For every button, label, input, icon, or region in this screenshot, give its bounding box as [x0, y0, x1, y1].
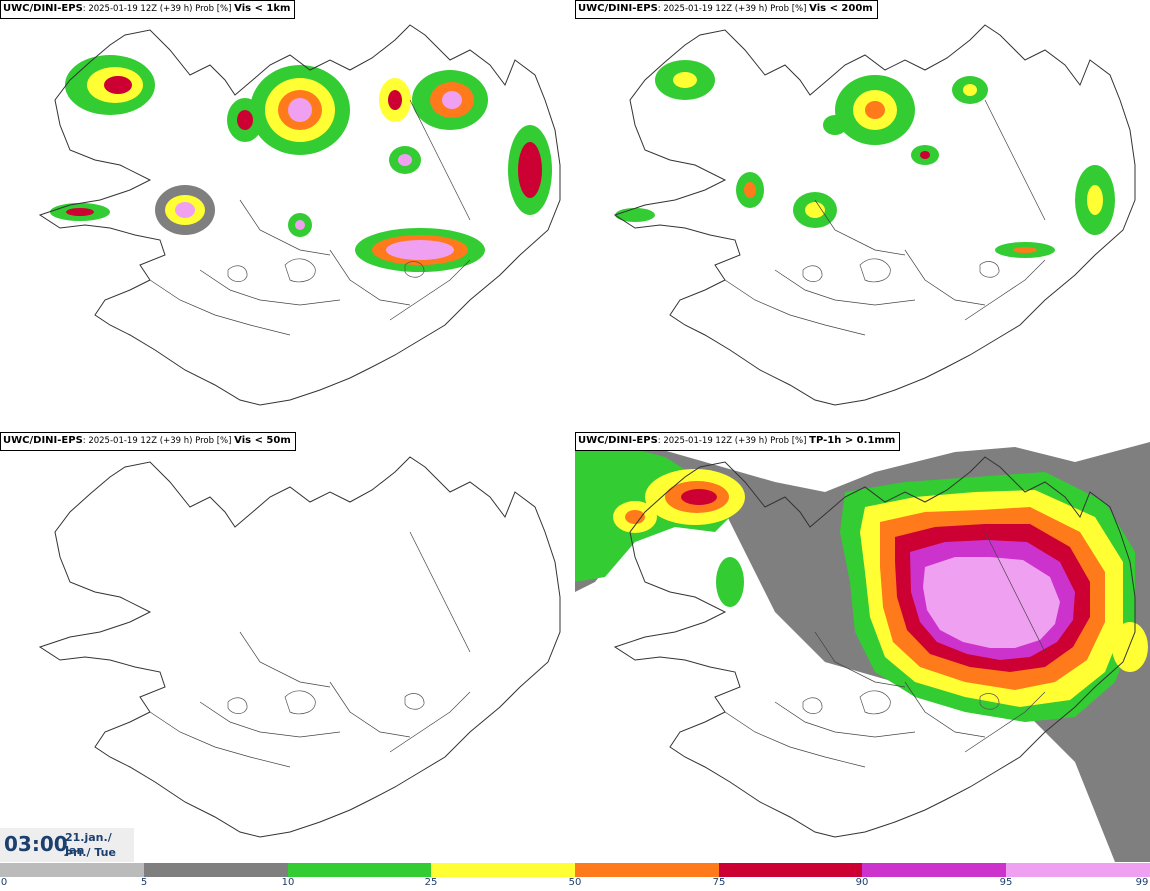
- legend-bin: [0, 863, 144, 877]
- map-vis-200m: [614, 24, 1136, 406]
- legend-tick: 10: [281, 877, 295, 888]
- model-name: UWC/DINI-EPS: [3, 435, 83, 446]
- legend-tick: 95: [999, 877, 1013, 888]
- valid-hour: 03:00: [4, 832, 68, 856]
- map-panel-vis-1km: UWC/DINI-EPS: 2025-01-19 12Z (+39 h) Pro…: [0, 0, 575, 432]
- run-info: : 2025-01-19 12Z (+39 h) Prob [%]: [657, 4, 810, 14]
- variable-name: TP-1h > 0.1mm: [809, 435, 896, 446]
- run-info: : 2025-01-19 12Z (+39 h) Prob [%]: [657, 436, 810, 446]
- color-legend: 0 5 10 25 50 75 90 95 99: [0, 862, 1150, 891]
- legend-bin: [288, 863, 431, 877]
- variable-name: Vis < 200m: [809, 3, 873, 14]
- legend-tick: 5: [140, 877, 148, 888]
- map-vis-50m: [39, 456, 561, 838]
- legend-tick: 99: [1135, 877, 1149, 888]
- variable-name: Vis < 50m: [234, 435, 291, 446]
- map-tp-1h: [575, 442, 1150, 862]
- panel-title: UWC/DINI-EPS: 2025-01-19 12Z (+39 h) Pro…: [575, 0, 878, 19]
- legend-bin: [1006, 863, 1150, 877]
- legend-tick: 50: [568, 877, 582, 888]
- legend-bin: [575, 863, 719, 877]
- legend-tick: 75: [712, 877, 726, 888]
- panel-title: UWC/DINI-EPS: 2025-01-19 12Z (+39 h) Pro…: [0, 432, 296, 451]
- panel-title: UWC/DINI-EPS: 2025-01-19 12Z (+39 h) Pro…: [0, 0, 296, 19]
- panel-title: UWC/DINI-EPS: 2025-01-19 12Z (+39 h) Pro…: [575, 432, 901, 451]
- variable-name: Vis < 1km: [234, 3, 291, 14]
- valid-weekday: Þri./ Tue: [65, 846, 116, 859]
- map-panel-vis-200m: UWC/DINI-EPS: 2025-01-19 12Z (+39 h) Pro…: [575, 0, 1150, 432]
- legend-tick: 25: [424, 877, 438, 888]
- map-panel-vis-50m: UWC/DINI-EPS: 2025-01-19 12Z (+39 h) Pro…: [0, 432, 575, 864]
- run-info: : 2025-01-19 12Z (+39 h) Prob [%]: [82, 436, 235, 446]
- legend-bin: [431, 863, 575, 877]
- model-name: UWC/DINI-EPS: [578, 3, 658, 14]
- model-name: UWC/DINI-EPS: [578, 435, 658, 446]
- model-name: UWC/DINI-EPS: [3, 3, 83, 14]
- valid-date: 21.jan./ Jan: [65, 831, 112, 857]
- legend-bin: [862, 863, 1006, 877]
- legend-tick: 90: [855, 877, 869, 888]
- probability-field: [615, 60, 1115, 258]
- legend-tick: 0: [0, 877, 8, 888]
- probability-field: [575, 442, 1150, 862]
- probability-field: [50, 55, 552, 272]
- run-info: : 2025-01-19 12Z (+39 h) Prob [%]: [82, 4, 235, 14]
- legend-bin: [719, 863, 862, 877]
- valid-time-box: 03:00 21.jan./ Jan Þri./ Tue: [0, 828, 134, 862]
- map-panel-tp-1h: UWC/DINI-EPS: 2025-01-19 12Z (+39 h) Pro…: [575, 432, 1150, 864]
- legend-bin: [144, 863, 288, 877]
- map-vis-1km: [39, 24, 561, 406]
